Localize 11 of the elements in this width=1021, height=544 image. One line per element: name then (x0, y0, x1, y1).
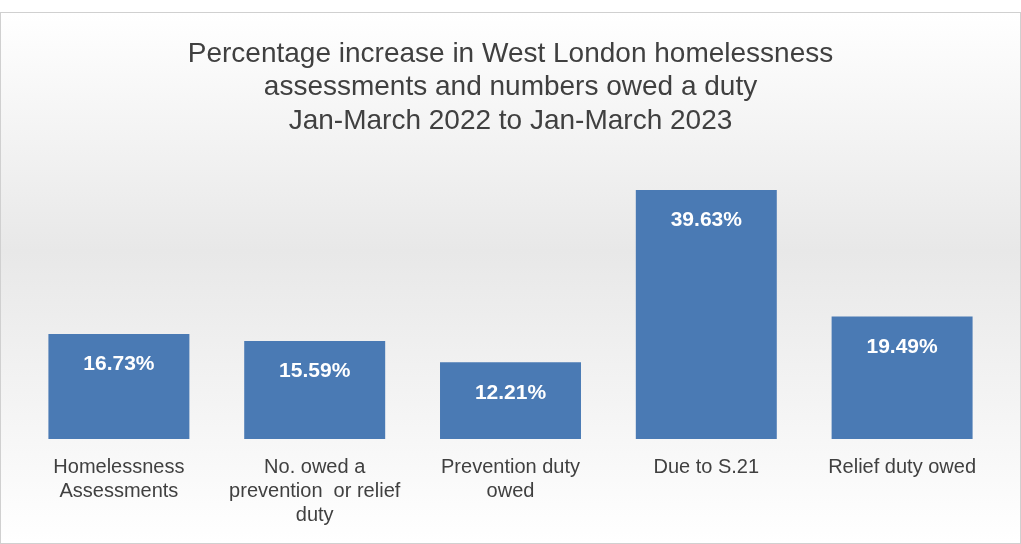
data-label: 12.21% (474, 379, 547, 403)
x-tick-label: Due to S.21 (653, 454, 760, 477)
x-tick-label: Prevention duty owed (441, 454, 580, 501)
data-label: 16.73% (83, 351, 155, 375)
data-label: 19.49% (866, 333, 939, 357)
x-tick-label: Homelessness Assessments (53, 454, 185, 501)
x-tick-label: Relief duty owed (828, 454, 977, 477)
x-tick-label: No. owed a prevention or relief duty (229, 454, 401, 525)
data-label: 15.59% (279, 358, 351, 382)
data-label: 39.63% (670, 207, 743, 231)
chart-title: Percentage increase in West London homelessness assessments and numbers owed a duty Jan-March 2022 to Jan-March 2023 (187, 36, 834, 135)
